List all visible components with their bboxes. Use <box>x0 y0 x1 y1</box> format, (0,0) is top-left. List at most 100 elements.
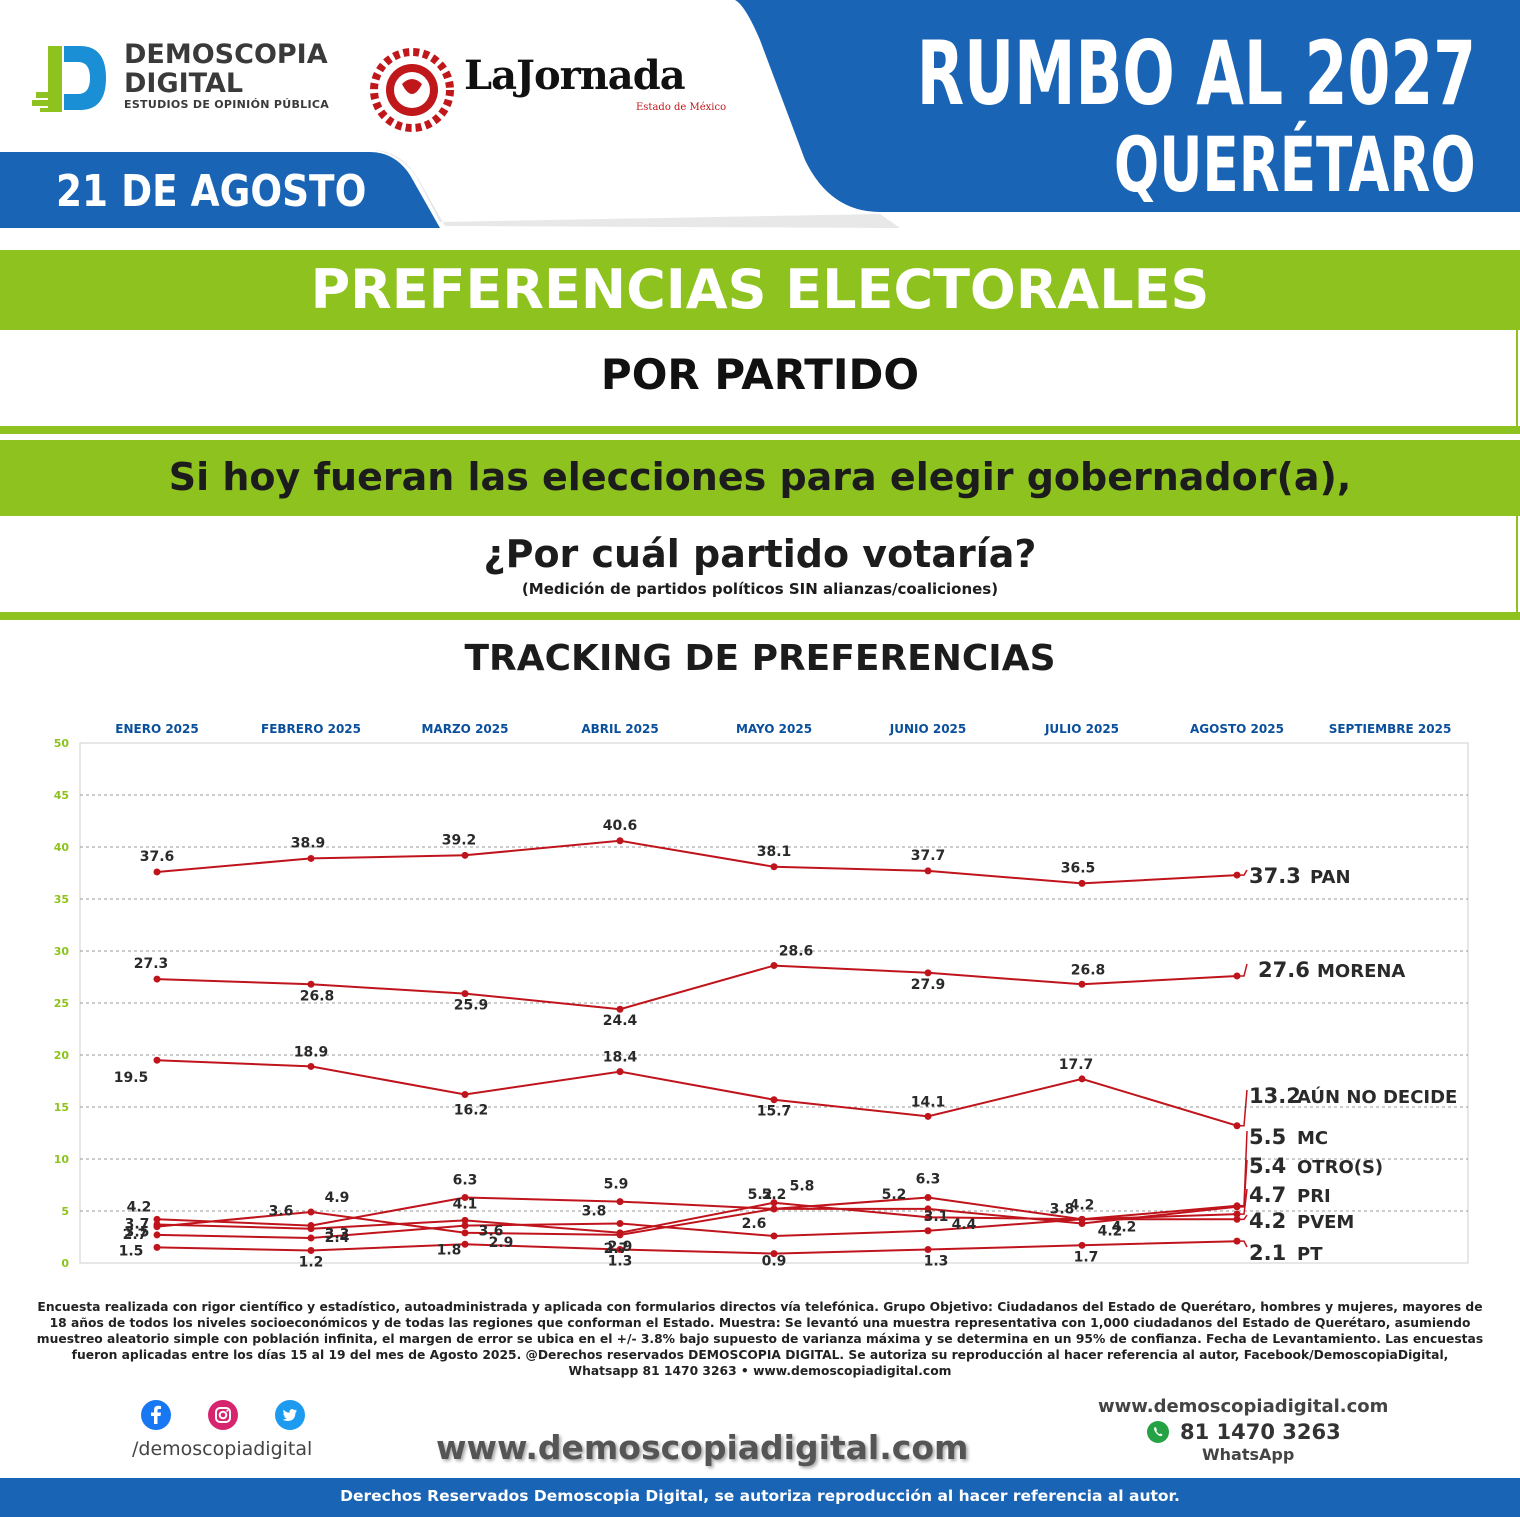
data-label: 18.4 <box>603 1050 638 1066</box>
end-value: 13.2 <box>1249 1084 1301 1108</box>
data-point <box>770 1232 778 1240</box>
series-line-pri <box>156 1196 1238 1227</box>
data-point <box>616 1231 624 1239</box>
data-point <box>924 1213 932 1221</box>
data-label: 0.9 <box>762 1254 787 1270</box>
copyright-notice: Derechos Reservados Demoscopia Digital, … <box>340 1487 1180 1505</box>
data-label: 15.7 <box>757 1104 792 1120</box>
data-point <box>924 969 932 977</box>
data-label: 4.2 <box>1070 1197 1095 1213</box>
data-label: 1.5 <box>119 1243 144 1259</box>
data-point <box>924 1193 932 1201</box>
data-point <box>1078 1215 1086 1223</box>
end-name: PRI <box>1297 1186 1331 1207</box>
data-label: 2.4 <box>325 1230 350 1246</box>
data-label: 1.2 <box>299 1255 324 1271</box>
data-point <box>461 1091 469 1099</box>
data-label: 40.6 <box>603 818 638 834</box>
end-leader <box>1237 1159 1248 1208</box>
data-label: 3.8 <box>582 1203 607 1219</box>
end-name: PVEM <box>1297 1212 1354 1233</box>
end-value: 4.2 <box>1249 1209 1286 1233</box>
data-label: 3.6 <box>479 1224 504 1240</box>
end-value: 27.6 <box>1258 958 1310 982</box>
data-label: 1.7 <box>1074 1249 1099 1265</box>
end-name: AÚN NO DECIDE <box>1297 1086 1457 1108</box>
series-line-a-n-no-decide <box>156 1059 1238 1127</box>
data-labels: 37.6 38.9 39.2 40.6 38.1 37.7 36.5 27.3 26.8 25.9… <box>114 818 1137 1271</box>
data-point <box>153 1243 161 1251</box>
demoscopia-logo: DEMOSCOPIA DIGITAL ESTUDIOS DE OPINIÓN P… <box>32 40 342 120</box>
data-point <box>924 1227 932 1235</box>
data-point <box>616 1198 624 1206</box>
question-box <box>0 516 1518 614</box>
data-point <box>153 1223 161 1231</box>
data-point <box>1078 1075 1086 1083</box>
question-banner <box>0 440 1520 516</box>
y-tick-label: 20 <box>54 1049 70 1062</box>
data-label: 5.2 <box>762 1187 787 1203</box>
website-link-small[interactable]: www.demoscopiadigital.com <box>1098 1396 1389 1417</box>
sun-icon <box>370 48 454 132</box>
data-label: 3.1 <box>924 1209 949 1225</box>
data-label: 5.2 <box>748 1187 773 1203</box>
whatsapp-icon[interactable] <box>1147 1421 1169 1443</box>
sub-banner-title: POR PARTIDO <box>600 350 920 399</box>
sub-banner <box>0 330 1518 426</box>
end-value: 2.1 <box>1249 1241 1286 1265</box>
data-point <box>461 851 469 859</box>
data-label: 16.2 <box>454 1103 489 1119</box>
data-point <box>153 868 161 876</box>
data-label: 14.1 <box>911 1094 946 1110</box>
series-line-morena <box>156 964 1238 1011</box>
y-tick-label: 35 <box>54 893 69 906</box>
data-point <box>153 1215 161 1223</box>
chart-grid: 0 5 10 15 20 25 30 35 40 45 50 <box>54 737 1469 1270</box>
data-point <box>616 1068 624 1076</box>
data-label: 2.7 <box>604 1241 629 1257</box>
end-value: 5.4 <box>1249 1154 1286 1178</box>
data-label: 5.2 <box>882 1187 907 1203</box>
partner-name: LaJornada <box>464 52 686 99</box>
data-label: 4.2 <box>1098 1223 1123 1239</box>
end-leader <box>1237 963 1248 977</box>
la-jornada-logo: LaJornada Estado de México <box>368 46 738 136</box>
end-name: PAN <box>1310 867 1351 888</box>
data-point <box>1078 879 1086 887</box>
end-value: 4.7 <box>1249 1183 1286 1207</box>
data-point <box>461 1193 469 1201</box>
month-label: MARZO 2025 <box>422 722 509 736</box>
data-label: 2.9 <box>489 1235 514 1251</box>
month-labels: ENERO 2025 FEBRERO 2025 MARZO 2025 ABRIL 20… <box>115 722 1451 736</box>
data-label: 38.1 <box>757 844 792 860</box>
end-leader <box>1237 1089 1248 1127</box>
end-leader <box>1237 1240 1248 1248</box>
y-tick-label: 45 <box>54 789 69 802</box>
website-link-large[interactable]: www.demoscopiadigital.com <box>436 1428 969 1467</box>
data-point <box>924 867 932 875</box>
demoscopia-d-icon <box>32 46 106 112</box>
social-handle[interactable]: /demoscopiadigital <box>132 1438 313 1460</box>
data-point <box>307 1062 315 1070</box>
question-note: (Medición de partidos políticos SIN alia… <box>521 580 999 598</box>
main-banner <box>0 250 1520 330</box>
month-label: SEPTIEMBRE 2025 <box>1329 722 1452 736</box>
month-label: JULIO 2025 <box>1044 722 1119 736</box>
data-label: 4.1 <box>453 1196 478 1212</box>
y-tick-label: 5 <box>61 1205 69 1218</box>
data-point <box>924 1245 932 1253</box>
whatsapp-phone[interactable]: 81 1470 3263 <box>1180 1420 1341 1444</box>
data-point <box>307 854 315 862</box>
twitter-icon[interactable] <box>275 1400 305 1430</box>
header-state: QUERÉTARO <box>1114 120 1476 209</box>
data-label: 19.5 <box>114 1070 149 1086</box>
data-label: 36.5 <box>1061 860 1096 876</box>
divider <box>0 426 1520 434</box>
data-label: 3.6 <box>269 1204 294 1220</box>
instagram-icon[interactable] <box>208 1400 238 1430</box>
data-label: 4.4 <box>952 1217 977 1233</box>
data-point <box>307 1208 315 1216</box>
facebook-icon[interactable] <box>141 1400 171 1430</box>
data-label: 3.3 <box>325 1227 350 1243</box>
data-label: 26.8 <box>300 988 335 1004</box>
